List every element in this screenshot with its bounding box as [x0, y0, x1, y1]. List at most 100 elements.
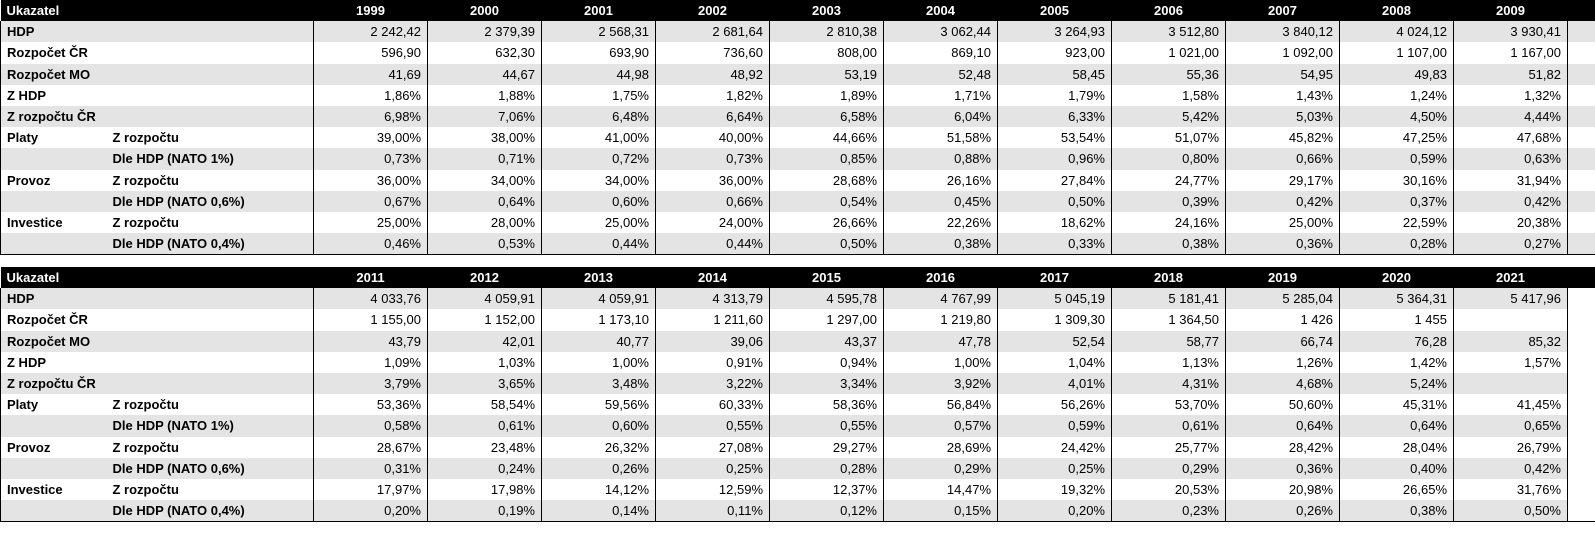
table-cell: 24,77% [1111, 169, 1226, 191]
empty-cell [1567, 288, 1595, 310]
table-row: Rozpočet ČR 1 155,00 1 152,00 1 173,10 1 211… [0, 309, 1595, 331]
table-cell: 1,03% [427, 351, 542, 373]
row-sublabel [108, 330, 314, 352]
table-cell: 12,59% [655, 478, 770, 501]
table-cell [1453, 372, 1568, 395]
table-cell: 1 455 [1339, 309, 1454, 331]
row-sublabel [108, 84, 314, 106]
table-cell: 0,19% [427, 500, 542, 522]
table-cell: 24,16% [1111, 211, 1226, 234]
table-cell: 0,20% [997, 500, 1112, 522]
row-label: Rozpočet ČR [0, 42, 109, 64]
empty-cell [1567, 394, 1595, 416]
table-cell: 43,79 [313, 330, 428, 352]
table-cell: 44,66% [769, 127, 884, 149]
table-cell: 0,73% [655, 148, 770, 170]
table-cell: 1 155,00 [313, 309, 428, 331]
year-header: 2014 [655, 267, 770, 289]
table-cell: 0,45% [883, 190, 998, 212]
year-header: 2003 [769, 0, 884, 22]
table-cell: 0,71% [427, 148, 542, 170]
table-cell: 58,36% [769, 394, 884, 416]
table-cell: 0,59% [997, 415, 1112, 437]
table-header: Ukazatel 1999 2000 2001 2002 2003 2004 2005 2006… [0, 0, 1595, 22]
row-sublabel: Dle HDP (NATO 1%) [108, 415, 314, 437]
table-cell: 0,37% [1339, 190, 1454, 212]
row-label: Platy [0, 127, 109, 149]
table-cell: 2 568,31 [541, 21, 656, 43]
table-cell: 632,30 [427, 42, 542, 64]
table-cell: 28,68% [769, 169, 884, 191]
table-cell: 1,75% [541, 84, 656, 106]
table-cell: 0,36% [1225, 233, 1340, 255]
table-cell: 0,50% [1453, 500, 1568, 522]
table-cell: 0,12% [769, 500, 884, 522]
table-cell: 45,31% [1339, 394, 1454, 416]
table-cell: 0,53% [427, 233, 542, 255]
table-cell: 34,00% [541, 169, 656, 191]
table-2011-2021: Ukazatel 2011 2012 2013 2014 2015 2016 2017 2018… [0, 267, 1595, 522]
table-cell: 12,37% [769, 478, 884, 501]
empty-cell [1567, 330, 1595, 352]
table-row: Dle HDP (NATO 1%) 0,73% 0,71% 0,72% 0,73% 0,8… [0, 148, 1595, 170]
year-header: 2017 [997, 267, 1112, 289]
table-cell: 4 059,91 [541, 288, 656, 310]
table-cell: 28,67% [313, 436, 428, 458]
empty-cell [1567, 457, 1595, 479]
year-header: 2002 [655, 0, 770, 22]
row-sublabel: Dle HDP (NATO 0,4%) [108, 233, 314, 255]
table-cell: 14,47% [883, 478, 998, 501]
year-header: 1999 [313, 0, 428, 22]
table-cell: 6,33% [997, 105, 1112, 128]
table-cell: 0,80% [1111, 148, 1226, 170]
table-row: Dle HDP (NATO 1%) 0,58% 0,61% 0,60% 0,55% 0,5… [0, 415, 1595, 437]
table-cell: 0,50% [769, 233, 884, 255]
table-cell: 60,33% [655, 394, 770, 416]
row-label: Rozpočet MO [0, 63, 109, 85]
table-cell: 923,00 [997, 42, 1112, 64]
table-cell: 1,32% [1453, 84, 1568, 106]
table-cell: 6,58% [769, 105, 884, 128]
table-cell: 3 840,12 [1225, 21, 1340, 43]
table-cell: 0,39% [1111, 190, 1226, 212]
table-row: Provoz Z rozpočtu 28,67% 23,48% 26,32% 27,08%… [0, 436, 1595, 458]
row-label: Rozpočet MO [0, 330, 109, 352]
year-header: 2010 [1567, 0, 1595, 22]
table-cell: 44,67 [427, 63, 542, 85]
table-cell: 42,01 [427, 330, 542, 352]
table-cell: 31,94% [1453, 169, 1568, 191]
table-cell: 0,38% [1111, 233, 1226, 255]
table-cell: 1,00% [541, 351, 656, 373]
table-row: Dle HDP (NATO 0,6%) 0,31% 0,24% 0,26% 0,25% 0… [0, 457, 1595, 479]
table-row: Rozpočet MO 41,69 44,67 44,98 48,92 53,19 52,4… [0, 63, 1595, 85]
row-label: Z rozpočtu ČR [0, 105, 109, 128]
table-cell: 48,92 [655, 63, 770, 85]
empty-cell [1567, 309, 1595, 331]
year-header: 2001 [541, 0, 656, 22]
row-label: Provoz [0, 436, 109, 458]
year-header: 2008 [1339, 0, 1454, 22]
table-cell: 2 242,42 [313, 21, 428, 43]
table-cell: 28,69% [883, 436, 998, 458]
table-cell: 1,00% [883, 351, 998, 373]
table-cell: 54,95 [1225, 63, 1340, 85]
table-row: Rozpočet ČR 596,90 632,30 693,90 736,60 808,0… [0, 42, 1595, 64]
table-cell: 0,26% [1225, 500, 1340, 522]
table-cell: 47,25% [1339, 127, 1454, 149]
table-cell: 25,00% [541, 211, 656, 234]
table-cell: 0,66% [1225, 148, 1340, 170]
table-cell: 0,42% [1225, 190, 1340, 212]
table-cell: 4 595,78 [769, 288, 884, 310]
table-cell: 0,29% [1111, 457, 1226, 479]
row-sublabel: Z rozpočtu [108, 436, 314, 458]
table-cell: 3 264,93 [997, 21, 1112, 43]
year-header: 2012 [427, 267, 542, 289]
year-header: 2016 [883, 267, 998, 289]
table-cell: 0,96% [997, 148, 1112, 170]
table-cell: 39,06 [655, 330, 770, 352]
table-cell: 0,63% [1453, 148, 1568, 170]
table-cell: 1 297,00 [769, 309, 884, 331]
table-header: Ukazatel 2011 2012 2013 2014 2015 2016 2017 2018… [0, 267, 1595, 289]
year-header [1567, 267, 1595, 289]
